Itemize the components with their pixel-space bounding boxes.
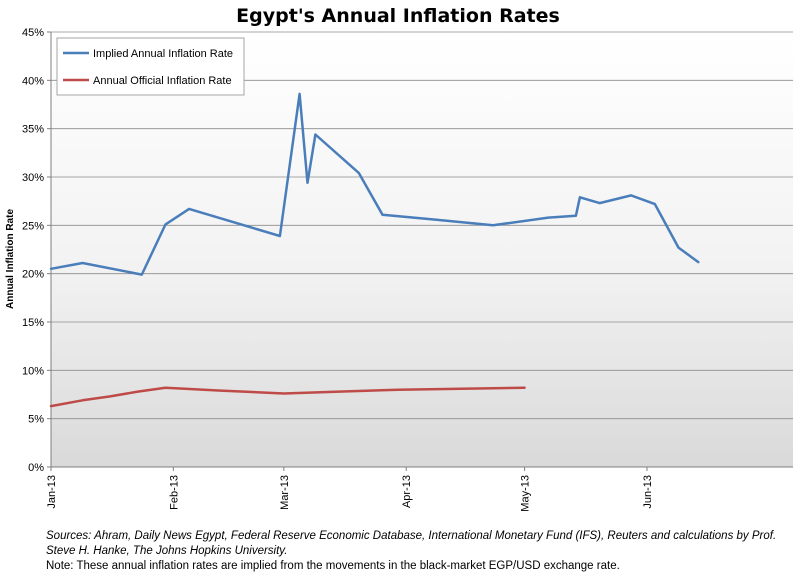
series-line-implied [49,92,700,276]
y-tick-label: 45% [22,27,44,39]
series-line-official [49,386,526,408]
legend-label-implied: Implied Annual Inflation Rate [93,48,233,60]
y-tick-label: 20% [22,269,44,281]
y-tick-label: 35% [22,124,44,136]
legend-box [56,37,245,96]
x-tick-labels: Jan-13 Feb-13 Mar-13 Apr-13 May-13 Jun-13 [46,467,654,512]
y-tick-label: 0% [28,462,44,474]
chart-title: Egypt's Annual Inflation Rates [236,5,560,27]
x-tick-label: Feb-13 [168,475,180,510]
y-tick-label: 15% [22,317,44,329]
x-tick-label: Jun-13 [642,475,654,509]
x-tick-label: Apr-13 [401,475,413,508]
y-tick-label: 25% [22,220,44,232]
series-lines [49,92,700,408]
y-tick-label: 40% [22,75,44,87]
plot-area [51,32,793,467]
x-tick-label: May-13 [520,475,532,512]
legend: Implied Annual Inflation Rate Annual Off… [56,37,245,96]
y-tick-label: 30% [22,172,44,184]
axes [50,32,793,468]
footer-note: Note: These annual inflation rates are i… [46,560,620,572]
y-tick-labels: 0% 5% 10% 15% 20% 25% 30% 35% 40% 45% [22,27,51,474]
x-tick-label: Jan-13 [46,475,58,509]
footer-sources: Sources: Ahram, Daily News Egypt, Federa… [46,530,777,557]
legend-label-official: Annual Official Inflation Rate [93,75,232,87]
y-tick-label: 5% [28,414,44,426]
y-tick-label: 10% [22,365,44,377]
y-axis-label: Annual Inflation Rate [5,209,16,309]
x-tick-label: Mar-13 [279,475,291,510]
